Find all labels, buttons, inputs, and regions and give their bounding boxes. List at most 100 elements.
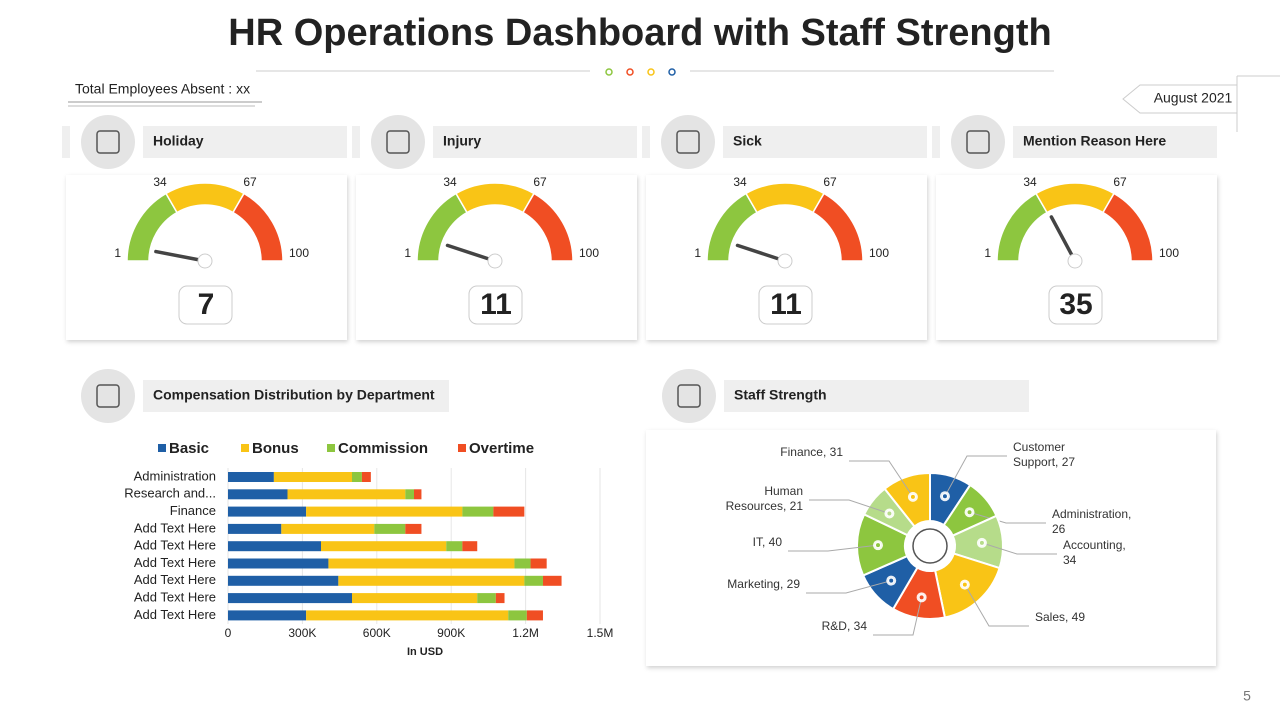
gauge-value: 11 (770, 288, 802, 321)
slice-marker-dot (875, 542, 882, 549)
leader-line (788, 544, 879, 552)
page-number: 5 (1243, 688, 1251, 704)
dot (605, 68, 613, 76)
icon-glyph (966, 130, 990, 154)
section-header (143, 126, 347, 158)
gauge-tick-label: 100 (579, 246, 599, 260)
slice-marker-dot (966, 509, 973, 516)
bar-segment (338, 575, 525, 586)
value-box (758, 285, 813, 325)
gauge-tick-label: 67 (243, 175, 257, 189)
section-header (724, 380, 1029, 412)
gauge-tick-label: 34 (1023, 175, 1037, 189)
gauge-hub (777, 253, 793, 269)
bar-segment (405, 489, 414, 500)
y-tick-label: Add Text Here (134, 555, 216, 570)
bar-segment (530, 558, 547, 569)
bar-segment (228, 610, 307, 621)
gauge-tick-label: 67 (823, 175, 837, 189)
gauge-tick-label: 1 (694, 246, 701, 260)
gauge-needle (154, 249, 207, 263)
legend-label: Commission (338, 440, 428, 457)
bar-segment (228, 593, 352, 604)
bar-segment (462, 506, 494, 517)
center-icon (912, 528, 948, 564)
slice-label: Finance, 31 (780, 445, 843, 459)
header-stub (932, 126, 940, 158)
x-tick-label: 0 (225, 626, 232, 640)
date-label: August 2021 (1154, 90, 1233, 106)
page-title: HR Operations Dashboard with Staff Stren… (228, 12, 1051, 54)
section-title: Mention Reason Here (1023, 133, 1166, 149)
section-icon (81, 115, 135, 169)
y-tick-label: Add Text Here (134, 590, 216, 605)
pie-slice (883, 471, 931, 528)
gauge-needle (445, 243, 497, 263)
icon-glyph (677, 384, 701, 408)
section-header (143, 380, 449, 412)
bar-segment (321, 541, 447, 552)
bar-segment (477, 593, 496, 604)
slice-label: Human Resources, 21 (725, 484, 803, 513)
gauge-band (231, 192, 284, 262)
leader-line (809, 499, 890, 514)
y-tick-label: Add Text Here (134, 538, 216, 553)
section-header (1013, 126, 1217, 158)
bar-segment (414, 489, 422, 500)
gauge-needle (735, 243, 787, 263)
y-tick-label: Add Text Here (134, 572, 216, 587)
bar-segment (328, 558, 515, 569)
legend-label: Bonus (252, 440, 299, 457)
legend-swatch (327, 444, 335, 452)
section-header (433, 126, 637, 158)
bar-segment (508, 610, 527, 621)
x-tick-label: 900K (437, 626, 465, 640)
leader-line (849, 460, 914, 498)
x-tick-label: 600K (363, 626, 391, 640)
legend-swatch (458, 444, 466, 452)
bar-segment (228, 541, 321, 552)
bar-segment (446, 541, 463, 552)
gauge-tick-label: 67 (533, 175, 547, 189)
pie-card (646, 430, 1216, 666)
slice-marker-dot (978, 539, 985, 546)
section-title: Sick (733, 133, 762, 149)
slice-marker-dot (909, 493, 916, 500)
bar-segment (228, 575, 339, 586)
section-title: Injury (443, 133, 481, 149)
gauge-band (811, 192, 864, 262)
section-title: Compensation Distribution by Department (153, 387, 435, 403)
gauge-value: 11 (480, 288, 512, 321)
slice-label: Administration, 26 (1052, 507, 1132, 536)
bar-segment (287, 489, 406, 500)
value-box (468, 285, 523, 325)
bar-segment (514, 558, 531, 569)
section-icon (81, 369, 135, 423)
gauge-tick-label: 67 (1113, 175, 1127, 189)
section-icon (662, 369, 716, 423)
icon-glyph (96, 130, 120, 154)
y-tick-label: Add Text Here (134, 607, 216, 622)
gauge-hub (487, 253, 503, 269)
leader-line (944, 455, 1007, 497)
leader-line (969, 511, 1046, 524)
gauge-band (521, 192, 574, 262)
section-icon (661, 115, 715, 169)
gauge-tick-label: 34 (443, 175, 457, 189)
bar-segment (306, 506, 463, 517)
slice-marker-dot (918, 594, 925, 601)
icon-glyph (96, 384, 120, 408)
gauge-value: 7 (198, 288, 215, 321)
gauge-tick-label: 1 (404, 246, 411, 260)
leader-line (964, 584, 1029, 627)
icon-glyph (386, 130, 410, 154)
icon-glyph (676, 130, 700, 154)
header-stub (642, 126, 650, 158)
legend-swatch (158, 444, 166, 452)
slice-label: R&D, 34 (821, 619, 867, 633)
slice-label: Customer Support, 27 (1013, 440, 1076, 469)
bar-segment (526, 610, 543, 621)
gauge-tick-label: 34 (153, 175, 167, 189)
